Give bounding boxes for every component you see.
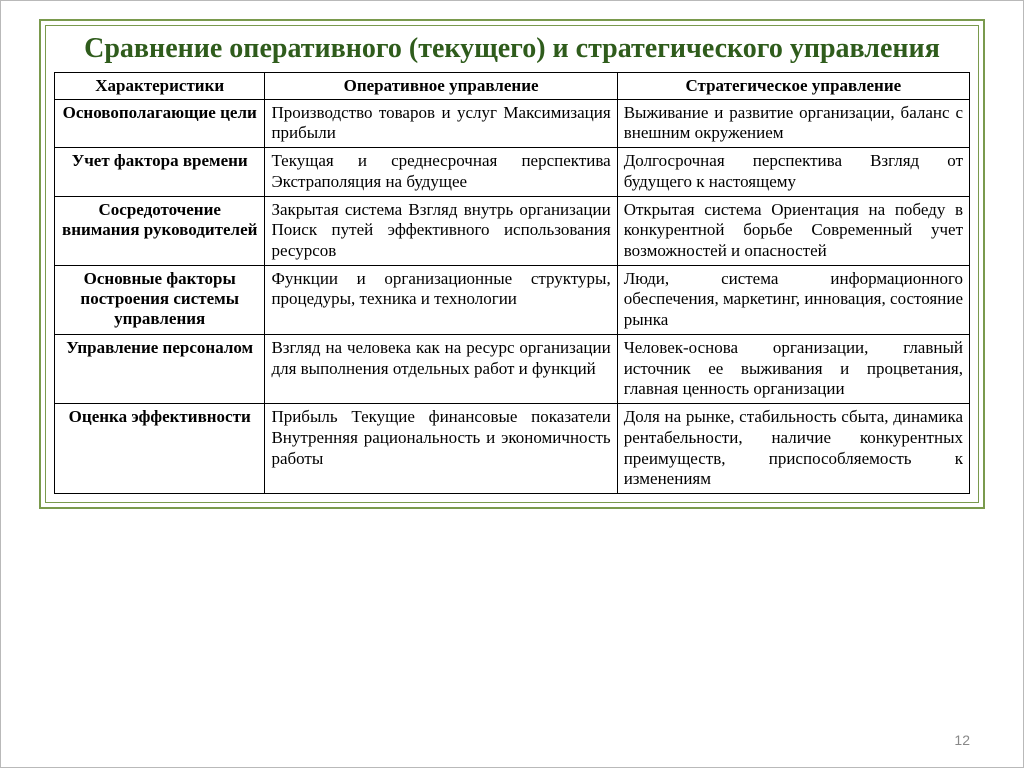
row-characteristic: Сосредоточение внимания руководителей (55, 196, 265, 265)
inner-green-frame: Сравнение оперативного (текущего) и стра… (45, 25, 979, 503)
row-operational: Закрытая система Взгляд внутрь организац… (265, 196, 617, 265)
slide-frame: Сравнение оперативного (текущего) и стра… (0, 0, 1024, 768)
table-row: Учет фактора времени Текущая и среднесро… (55, 148, 970, 196)
row-operational: Производство товаров и услуг Максимизаци… (265, 99, 617, 147)
table-row: Оценка эффективности Прибыль Текущие фин… (55, 404, 970, 494)
comparison-table: Характеристики Оперативное управление Ст… (54, 72, 970, 494)
row-characteristic: Основополагающие цели (55, 99, 265, 147)
row-characteristic: Учет фактора времени (55, 148, 265, 196)
table-header-row: Характеристики Оперативное управление Ст… (55, 72, 970, 99)
row-operational: Функции и организационные структуры, про… (265, 265, 617, 334)
row-operational: Взгляд на человека как на ресурс организ… (265, 334, 617, 403)
table-row: Управление персоналом Взгляд на человека… (55, 334, 970, 403)
row-characteristic: Управление персоналом (55, 334, 265, 403)
outer-green-frame: Сравнение оперативного (текущего) и стра… (39, 19, 985, 509)
row-characteristic: Основные факторы построения системы упра… (55, 265, 265, 334)
table-row: Сосредоточение внимания руководителей За… (55, 196, 970, 265)
row-strategic: Открытая система Ориентация на победу в … (617, 196, 969, 265)
row-strategic: Люди, система информационного обеспечени… (617, 265, 969, 334)
row-strategic: Человек-основа организации, главный исто… (617, 334, 969, 403)
col-header-operational: Оперативное управление (265, 72, 617, 99)
row-strategic: Доля на рынке, стабильность сбыта, динам… (617, 404, 969, 494)
slide-title: Сравнение оперативного (текущего) и стра… (54, 32, 970, 72)
table-row: Основные факторы построения системы упра… (55, 265, 970, 334)
row-strategic: Долгосрочная перспектива Взгляд от будущ… (617, 148, 969, 196)
page-number: 12 (954, 732, 970, 748)
col-header-characteristics: Характеристики (55, 72, 265, 99)
row-operational: Прибыль Текущие финансовые показатели Вн… (265, 404, 617, 494)
row-strategic: Выживание и развитие организации, баланс… (617, 99, 969, 147)
table-row: Основополагающие цели Производство товар… (55, 99, 970, 147)
row-characteristic: Оценка эффективности (55, 404, 265, 494)
col-header-strategic: Стратегическое управление (617, 72, 969, 99)
row-operational: Текущая и среднесрочная перспектива Экст… (265, 148, 617, 196)
